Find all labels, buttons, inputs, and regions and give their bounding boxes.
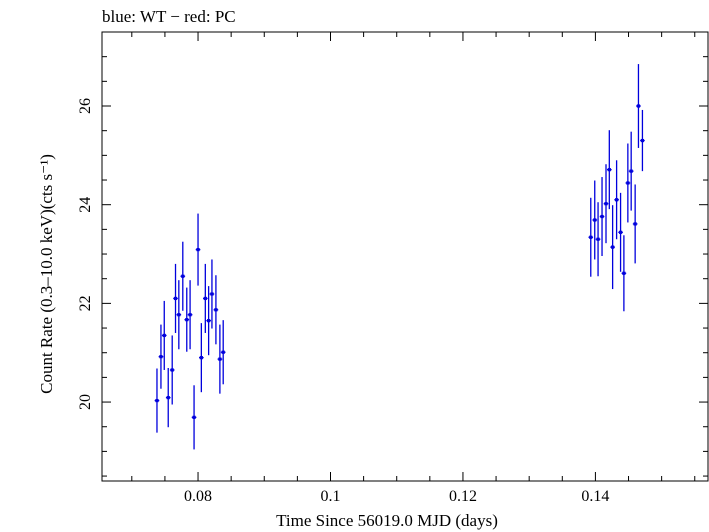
point-marker: [633, 222, 637, 226]
data-point: [592, 180, 598, 260]
point-marker: [611, 245, 615, 249]
x-tick-label: 0.1: [320, 488, 340, 505]
data-point: [176, 280, 182, 350]
data-point: [184, 287, 190, 352]
data-point: [625, 143, 631, 223]
point-marker: [622, 271, 626, 275]
data-point: [191, 385, 197, 450]
y-tick-label: 22: [77, 295, 94, 311]
data-point: [603, 164, 609, 244]
point-marker: [593, 218, 597, 222]
data-points: [154, 64, 645, 450]
data-point: [599, 177, 605, 257]
point-marker: [207, 319, 211, 323]
data-point: [203, 263, 208, 333]
point-marker: [159, 355, 163, 359]
point-marker: [170, 368, 174, 372]
point-marker: [203, 296, 207, 301]
point-marker: [615, 198, 619, 202]
data-point: [187, 280, 193, 350]
y-tick-label: 26: [77, 98, 94, 114]
point-marker: [196, 247, 200, 252]
x-axis: 0.08 0.1 0.12 0.14: [131, 32, 696, 505]
y-axis: 20 22 24 26: [77, 31, 708, 477]
point-marker: [218, 357, 222, 361]
data-point: [610, 205, 615, 290]
point-marker: [192, 415, 196, 419]
y-tick-label: 20: [77, 394, 94, 410]
data-point: [195, 213, 201, 286]
data-point: [161, 300, 167, 370]
data-point: [213, 275, 219, 345]
point-marker: [607, 168, 611, 172]
data-point: [595, 202, 601, 277]
point-marker: [618, 230, 623, 234]
data-point: [154, 368, 160, 433]
data-point: [618, 192, 623, 272]
x-tick-label: 0.08: [184, 488, 212, 505]
point-marker: [188, 313, 192, 317]
point-marker: [640, 138, 645, 143]
x-axis-label: Time Since 56019.0 MJD (days): [276, 511, 498, 530]
point-marker: [600, 214, 604, 219]
point-marker: [221, 350, 225, 354]
data-point: [607, 130, 612, 210]
data-point: [640, 109, 645, 172]
x-tick-label: 0.12: [449, 488, 477, 505]
point-marker: [210, 292, 214, 296]
data-point: [217, 324, 223, 394]
data-point: [220, 320, 226, 385]
point-marker: [181, 274, 185, 278]
point-marker: [214, 308, 218, 312]
point-marker: [199, 356, 203, 360]
data-point: [621, 235, 627, 312]
data-point: [169, 335, 175, 405]
data-point: [180, 241, 186, 311]
point-marker: [636, 104, 641, 108]
data-point: [636, 64, 641, 148]
data-point: [628, 131, 634, 211]
point-marker: [185, 318, 189, 322]
plot-frame: [101, 31, 709, 482]
data-point: [173, 263, 178, 333]
point-marker: [173, 296, 178, 301]
data-point: [199, 323, 204, 393]
point-marker: [166, 396, 170, 400]
chart-title: blue: WT − red: PC: [102, 7, 236, 26]
data-point: [165, 368, 171, 428]
y-tick-label: 24: [77, 197, 94, 213]
data-point: [209, 259, 215, 329]
point-marker: [177, 313, 181, 317]
point-marker: [629, 169, 633, 173]
x-tick-label: 0.14: [581, 488, 609, 505]
data-point: [206, 286, 211, 356]
data-point: [632, 184, 638, 264]
point-marker: [596, 237, 600, 241]
point-marker: [155, 398, 159, 403]
point-marker: [626, 181, 630, 185]
data-point: [158, 324, 164, 389]
data-point: [588, 197, 594, 277]
point-marker: [162, 333, 166, 338]
y-axis-label: Count Rate (0.3–10.0 keV)(cts s⁻¹): [37, 154, 56, 394]
point-marker: [589, 235, 593, 239]
point-marker: [604, 202, 608, 206]
data-point: [614, 160, 619, 240]
